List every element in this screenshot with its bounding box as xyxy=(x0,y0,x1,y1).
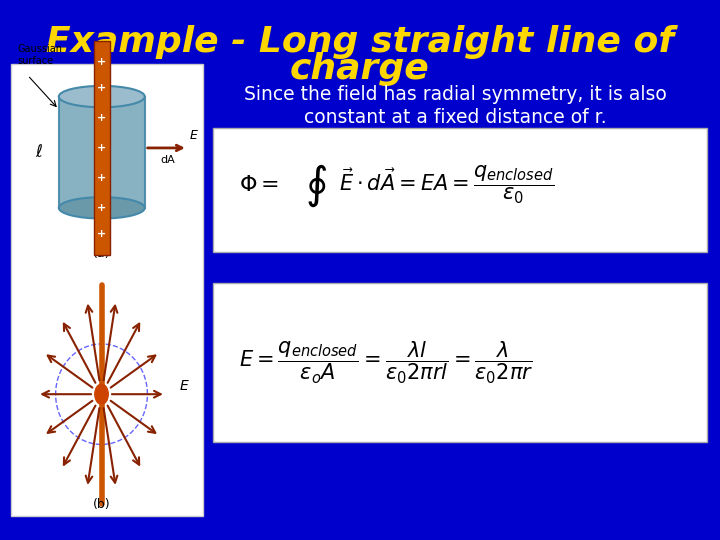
Text: $\oint$: $\oint$ xyxy=(305,162,327,208)
Text: Since the field has radial symmetry, it is also: Since the field has radial symmetry, it … xyxy=(243,85,667,104)
Text: E: E xyxy=(189,130,197,143)
Text: $E = \dfrac{q_{enclosed}}{\varepsilon_o A} = \dfrac{\lambda l}{\varepsilon_0 2\p: $E = \dfrac{q_{enclosed}}{\varepsilon_o … xyxy=(239,340,534,386)
Text: +: + xyxy=(97,228,107,239)
FancyBboxPatch shape xyxy=(213,283,707,442)
FancyBboxPatch shape xyxy=(11,64,203,516)
FancyBboxPatch shape xyxy=(213,128,707,252)
Text: surface: surface xyxy=(18,57,54,66)
Text: charge: charge xyxy=(290,52,430,86)
Text: dA: dA xyxy=(161,155,175,165)
Text: (a): (a) xyxy=(93,247,111,260)
Text: +: + xyxy=(97,83,107,93)
Ellipse shape xyxy=(59,197,145,219)
Polygon shape xyxy=(94,41,109,255)
Text: (b): (b) xyxy=(93,498,110,511)
Polygon shape xyxy=(59,97,145,208)
Text: $\ell$: $\ell$ xyxy=(35,143,43,161)
Text: +: + xyxy=(97,173,107,183)
Text: Example - Long straight line of: Example - Long straight line of xyxy=(46,25,674,59)
Text: +: + xyxy=(97,113,107,123)
Circle shape xyxy=(95,384,108,404)
Text: +: + xyxy=(97,57,107,68)
Text: E: E xyxy=(179,379,189,393)
Text: $\vec{E} \cdot d\vec{A} = EA = \dfrac{q_{enclosed}}{\varepsilon_0}$: $\vec{E} \cdot d\vec{A} = EA = \dfrac{q_… xyxy=(338,164,554,206)
Text: $\Phi = $: $\Phi = $ xyxy=(239,176,279,195)
Text: Gaussian: Gaussian xyxy=(18,44,63,53)
Ellipse shape xyxy=(59,86,145,107)
Text: +: + xyxy=(97,203,107,213)
Text: +: + xyxy=(97,143,107,153)
Text: constant at a fixed distance of r.: constant at a fixed distance of r. xyxy=(304,108,606,127)
